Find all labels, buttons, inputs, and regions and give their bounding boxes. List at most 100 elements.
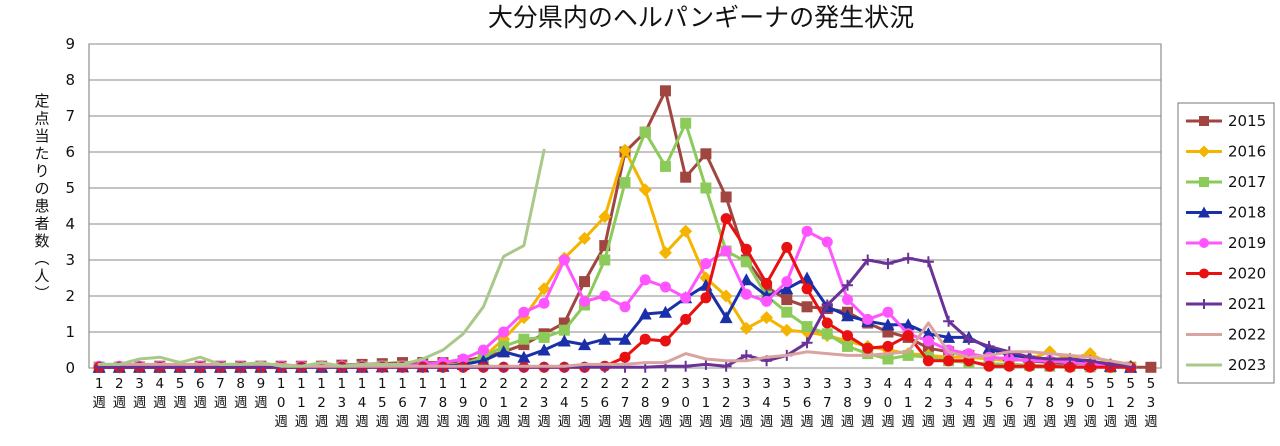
data-point	[943, 315, 955, 327]
data-point	[537, 282, 551, 296]
data-point	[983, 340, 995, 352]
data-point	[1199, 238, 1209, 248]
svg-text:3: 3	[338, 395, 347, 411]
svg-text:週: 週	[861, 414, 875, 430]
svg-text:3: 3	[944, 395, 953, 411]
svg-text:1: 1	[439, 376, 448, 392]
x-tick-label: 4 7 週	[1023, 376, 1037, 430]
data-point	[761, 295, 773, 307]
data-point	[558, 254, 570, 266]
data-point	[862, 254, 874, 266]
svg-text:2: 2	[580, 376, 589, 392]
data-point	[517, 350, 531, 363]
svg-text:週: 週	[719, 414, 733, 430]
svg-text:1: 1	[418, 376, 427, 392]
x-tick-label: 4 4 週	[962, 376, 976, 430]
legend-label: 2018	[1228, 204, 1266, 222]
x-tick-label: 2 9 週	[659, 376, 673, 430]
legend-label: 2015	[1228, 112, 1266, 130]
svg-text:週: 週	[1063, 414, 1077, 430]
svg-text:週: 週	[376, 414, 390, 430]
svg-text:週: 週	[740, 414, 754, 430]
svg-text:週: 週	[396, 414, 410, 430]
x-tick-label: 3 2 週	[719, 376, 733, 430]
legend-item-2020: 2020	[1186, 265, 1266, 283]
svg-text:6: 6	[803, 395, 812, 411]
svg-text:4: 4	[884, 376, 893, 392]
data-point	[498, 326, 510, 338]
svg-text:週: 週	[133, 395, 147, 411]
data-point	[740, 243, 752, 255]
data-point	[821, 299, 833, 311]
svg-text:4: 4	[1025, 376, 1034, 392]
svg-text:週: 週	[517, 414, 531, 430]
x-tick-label: 2 2 週	[517, 376, 531, 430]
x-tick-label: 3週	[133, 376, 147, 411]
svg-text:2: 2	[722, 395, 731, 411]
svg-text:5: 5	[985, 395, 994, 411]
svg-text:4: 4	[985, 376, 994, 392]
legend-item-2016: 2016	[1186, 143, 1266, 161]
data-point	[700, 258, 712, 270]
svg-text:週: 週	[1003, 414, 1017, 430]
data-point	[1064, 361, 1076, 373]
x-tick-label: 1 6 週	[396, 376, 410, 430]
x-tick-label: 4 9 週	[1063, 376, 1077, 430]
legend-item-2015: 2015	[1186, 112, 1266, 130]
svg-text:4: 4	[965, 376, 974, 392]
data-point	[942, 330, 956, 343]
svg-text:3: 3	[803, 376, 812, 392]
svg-text:週: 週	[982, 414, 996, 430]
svg-text:週: 週	[638, 414, 652, 430]
data-point	[821, 236, 833, 248]
x-tick-label: 6週	[193, 376, 207, 411]
svg-text:3: 3	[823, 376, 832, 392]
svg-text:週: 週	[274, 414, 288, 430]
svg-text:4: 4	[155, 376, 164, 392]
data-point	[680, 360, 692, 372]
data-point	[719, 311, 733, 324]
svg-text:週: 週	[335, 414, 349, 430]
svg-text:2: 2	[641, 376, 650, 392]
data-point	[801, 337, 813, 349]
x-tick-label: 2 3 週	[537, 376, 551, 430]
data-point	[902, 349, 914, 361]
legend-item-2022: 2022	[1186, 326, 1266, 344]
data-point	[882, 258, 894, 270]
svg-text:週: 週	[881, 414, 895, 430]
svg-text:2: 2	[317, 395, 326, 411]
svg-text:週: 週	[699, 414, 713, 430]
svg-text:週: 週	[922, 414, 936, 430]
data-point	[659, 335, 671, 347]
svg-text:週: 週	[942, 414, 956, 430]
svg-text:週: 週	[679, 414, 693, 430]
data-point	[739, 273, 753, 286]
x-tick-label: 4 0 週	[881, 376, 895, 430]
x-tick-label: 3 4 週	[760, 376, 774, 430]
data-point	[902, 252, 914, 264]
svg-text:5: 5	[783, 395, 792, 411]
x-tick-label: 3 3 週	[740, 376, 754, 430]
svg-text:2: 2	[540, 376, 549, 392]
chart-title: 大分県内のヘルパンギーナの発生状況	[488, 3, 914, 32]
legend-label: 2016	[1228, 143, 1266, 161]
svg-text:3: 3	[783, 376, 792, 392]
legend-label: 2019	[1228, 234, 1266, 252]
svg-text:3: 3	[540, 395, 549, 411]
x-tick-label: 1 0 週	[274, 376, 288, 430]
data-point	[740, 256, 752, 268]
svg-text:6: 6	[196, 376, 205, 392]
x-tick-label: 1 3 週	[335, 376, 349, 430]
data-point	[658, 305, 672, 318]
svg-text:週: 週	[1124, 414, 1138, 430]
y-tick-label: 8	[65, 71, 75, 89]
data-point	[579, 295, 591, 307]
data-point	[922, 256, 934, 268]
data-point	[740, 349, 752, 361]
x-tick-label: 4 6 週	[1003, 376, 1017, 430]
data-point	[599, 254, 611, 266]
svg-text:7: 7	[621, 395, 630, 411]
svg-text:4: 4	[924, 376, 933, 392]
y-tick-labels: 0 1 2 3 4 5 6 7 8 9	[65, 35, 75, 377]
y-tick-label: 5	[65, 179, 75, 197]
